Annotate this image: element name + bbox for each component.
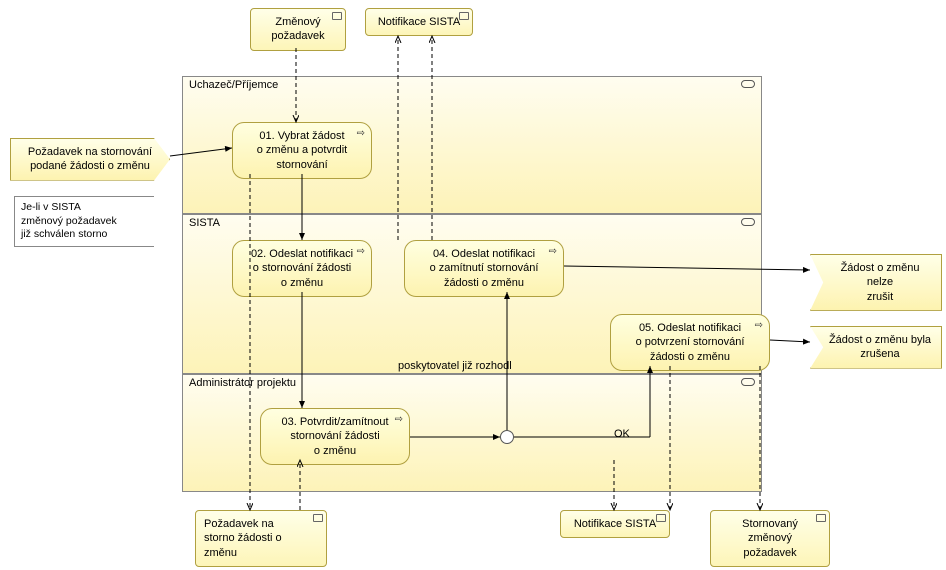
note-label: Požadavek na storno žádosti o změnu [204, 518, 282, 559]
activity-arrow-icon: ⇨ [755, 319, 763, 332]
comment-text: Je-li v SISTA změnový požadavek již schv… [21, 201, 117, 240]
note-corner-icon [313, 514, 323, 522]
lane-sista-label: SISTA [189, 217, 220, 229]
activity-arrow-icon: ⇨ [357, 245, 365, 258]
lane-icon [741, 378, 755, 386]
event-label: Požadavek na stornování podané žádosti o… [28, 146, 152, 172]
activity-05: 05. Odeslat notifikaci o potvrzení storn… [610, 314, 770, 371]
activity-01: 01. Vybrat žádost o změnu a potvrdit sto… [232, 122, 372, 179]
note-corner-icon [816, 514, 826, 522]
note-corner-icon [332, 12, 342, 20]
edge-label-decided: poskytovatel již rozhodl [398, 360, 512, 372]
activity-label: 02. Odeslat notifikaci o stornování žádo… [251, 248, 353, 289]
note-corner-icon [656, 514, 666, 522]
note-label: Stornovaný změnový požadavek [742, 518, 798, 559]
event-out-cancelled: Žádost o změnu byla zrušena [810, 326, 942, 369]
note-change-request: Změnový požadavek [250, 8, 346, 51]
note-label: Změnový požadavek [271, 16, 324, 42]
event-in-request: Požadavek na stornování podané žádosti o… [10, 138, 170, 181]
note-corner-icon [459, 12, 469, 20]
activity-arrow-icon: ⇨ [549, 245, 557, 258]
activity-03: 03. Potvrdit/zamítnout stornování žádost… [260, 408, 410, 465]
note-label: Notifikace SISTA [378, 16, 460, 28]
comment-sista: Je-li v SISTA změnový požadavek již schv… [14, 196, 154, 247]
lane-admin-label: Administrátor projektu [189, 377, 296, 389]
edge-label-ok: OK [614, 428, 630, 440]
activity-label: 04. Odeslat notifikaci o zamítnutí storn… [430, 248, 539, 289]
activity-arrow-icon: ⇨ [395, 413, 403, 426]
diagram-canvas: Uchazeč/Příjemce SISTA Administrátor pro… [0, 0, 946, 570]
activity-label: 05. Odeslat notifikaci o potvrzení storn… [636, 322, 745, 363]
lane-icon [741, 218, 755, 226]
note-notification-sista-top: Notifikace SISTA [365, 8, 473, 36]
event-label: Žádost o změnu nelze zrušit [841, 262, 920, 303]
event-out-cannot-cancel: Žádost o změnu nelze zrušit [810, 254, 942, 311]
note-cancel-request: Požadavek na storno žádosti o změnu [195, 510, 327, 567]
activity-arrow-icon: ⇨ [357, 127, 365, 140]
activity-label: 01. Vybrat žádost o změnu a potvrdit sto… [257, 130, 348, 171]
activity-label: 03. Potvrdit/zamítnout stornování žádost… [282, 416, 389, 457]
note-notification-sista-bottom: Notifikace SISTA [560, 510, 670, 538]
activity-02: 02. Odeslat notifikaci o stornování žádo… [232, 240, 372, 297]
activity-04: 04. Odeslat notifikaci o zamítnutí storn… [404, 240, 564, 297]
lane-icon [741, 80, 755, 88]
lane-applicant-label: Uchazeč/Příjemce [189, 79, 278, 91]
event-label: Žádost o změnu byla zrušena [829, 334, 931, 360]
note-cancelled-request: Stornovaný změnový požadavek [710, 510, 830, 567]
gateway-decision [500, 430, 514, 444]
note-label: Notifikace SISTA [574, 518, 656, 530]
